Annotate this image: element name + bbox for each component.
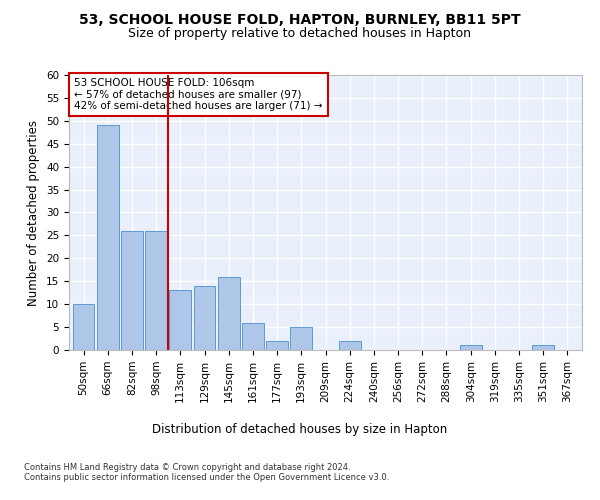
Bar [169, 290, 191, 350]
Text: Contains HM Land Registry data © Crown copyright and database right 2024.
Contai: Contains HM Land Registry data © Crown c… [24, 462, 389, 482]
Bar [73, 304, 94, 350]
Bar [339, 341, 361, 350]
Y-axis label: Number of detached properties: Number of detached properties [28, 120, 40, 306]
Text: 53 SCHOOL HOUSE FOLD: 106sqm
← 57% of detached houses are smaller (97)
42% of se: 53 SCHOOL HOUSE FOLD: 106sqm ← 57% of de… [74, 78, 323, 111]
Text: Distribution of detached houses by size in Hapton: Distribution of detached houses by size … [152, 422, 448, 436]
Bar [145, 231, 167, 350]
Bar [97, 126, 119, 350]
Bar [460, 346, 482, 350]
Bar [218, 276, 239, 350]
Bar [290, 327, 312, 350]
Bar [532, 346, 554, 350]
Text: 53, SCHOOL HOUSE FOLD, HAPTON, BURNLEY, BB11 5PT: 53, SCHOOL HOUSE FOLD, HAPTON, BURNLEY, … [79, 12, 521, 26]
Bar [242, 322, 264, 350]
Text: Size of property relative to detached houses in Hapton: Size of property relative to detached ho… [128, 28, 472, 40]
Bar [266, 341, 288, 350]
Bar [194, 286, 215, 350]
Bar [121, 231, 143, 350]
